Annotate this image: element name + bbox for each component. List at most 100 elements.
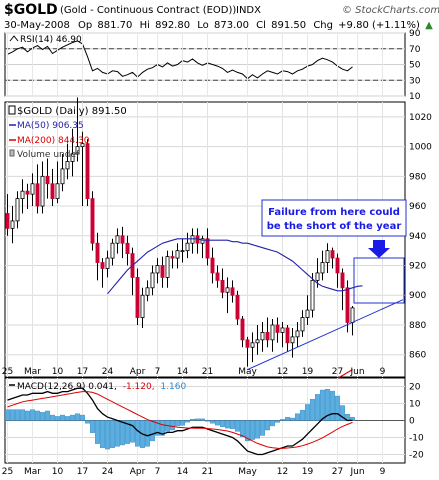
macd-histogram-bar xyxy=(210,420,215,424)
candle-body xyxy=(95,242,100,263)
candle-body xyxy=(110,242,115,259)
macd-histogram-bar xyxy=(30,409,35,421)
macd-histogram-bar xyxy=(25,410,30,421)
macd-histogram-bar xyxy=(270,420,275,427)
quote-date: 30-May-2008 xyxy=(4,20,70,31)
macd-histogram-bar xyxy=(225,420,230,429)
macd-histogram-bar xyxy=(250,420,255,440)
candle-body xyxy=(35,183,40,207)
macd-histogram-bar xyxy=(105,420,110,450)
price-y-tick-label: 1000 xyxy=(409,143,432,153)
candle-body xyxy=(155,265,160,274)
macd-histogram-bar xyxy=(205,420,210,422)
macd-histogram-bar xyxy=(190,418,195,421)
macd-y-tick-label: 20 xyxy=(409,383,421,393)
candle-body xyxy=(325,250,330,263)
macd-hist-legend-value: 1.160 xyxy=(160,382,186,392)
candle-body xyxy=(245,339,250,348)
price-x-tick-label: 27 xyxy=(332,367,343,377)
candle-body xyxy=(315,272,320,281)
candle-body xyxy=(205,238,210,259)
candle-body xyxy=(250,342,255,348)
cl-value: 891.50 xyxy=(271,20,306,31)
macd-histogram-bar xyxy=(60,414,65,421)
candle-body xyxy=(135,277,140,318)
candle-body xyxy=(5,213,10,229)
rsi-legend-label: RSI(14) 46.90 xyxy=(20,35,82,45)
macd-y-tick-label: 10 xyxy=(409,400,421,410)
macd-x-tick-label: Mar xyxy=(24,467,41,477)
lo-label: Lo xyxy=(197,20,209,31)
macd-signal-legend-value: -1.120, xyxy=(123,382,155,392)
candle-body xyxy=(210,257,215,274)
macd-histogram-bar xyxy=(200,418,205,421)
candle-body xyxy=(265,332,270,341)
candle-body xyxy=(20,190,25,200)
candle-body xyxy=(175,250,180,259)
candle-body xyxy=(15,198,20,222)
price-x-tick-label: 14 xyxy=(177,367,189,377)
macd-signal-line xyxy=(7,391,353,449)
macd-histogram-bar xyxy=(85,420,90,424)
ma200-line xyxy=(337,369,353,379)
macd-histogram-bar xyxy=(45,410,50,421)
candle-body xyxy=(65,161,70,170)
hi-label: Hi xyxy=(140,20,150,31)
candle-body xyxy=(185,242,190,252)
macd-x-tick-label: 25 xyxy=(2,467,13,477)
candle-body xyxy=(170,256,175,259)
rsi-legend: RSI(14) 46.90 xyxy=(9,35,82,45)
price-y-tick-label: 1020 xyxy=(409,113,432,123)
chg-value: +9.80 (+1.11%) xyxy=(338,20,420,31)
macd-histogram-bar xyxy=(185,420,190,423)
macd-histogram-bar xyxy=(265,420,270,431)
macd-histogram-bar xyxy=(175,420,180,427)
macd-histogram-bar xyxy=(50,414,55,421)
brand-logo-text: © StockCharts.com xyxy=(342,5,439,16)
hi-value: 892.80 xyxy=(155,20,190,31)
candle-body xyxy=(200,238,205,244)
rsi-y-tick-label: 50 xyxy=(409,61,421,71)
candle-body xyxy=(335,257,340,274)
annotation-line-2: be the short of the year xyxy=(267,221,402,232)
rsi-y-tick-label: 10 xyxy=(409,92,421,102)
macd-histogram-bar xyxy=(160,420,165,436)
macd-histogram-bar xyxy=(170,420,175,431)
macd-x-tick-label: 24 xyxy=(102,467,114,477)
macd-x-tick-label: May xyxy=(238,467,257,477)
macd-histogram-bar xyxy=(110,420,115,448)
price-y-tick-label: 900 xyxy=(409,291,426,301)
macd-histogram-bar xyxy=(325,389,330,421)
candle-body xyxy=(350,307,355,323)
price-x-tick-label: 21 xyxy=(202,367,213,377)
candle-body xyxy=(30,183,35,195)
annotation-box xyxy=(261,199,407,237)
macd-histogram-bar xyxy=(55,416,60,421)
annotation-line-1: Failure from here could xyxy=(268,207,400,218)
price-layer: 860 880 900 920 940 960 980 1000 1020 xyxy=(5,97,432,379)
price-x-tick-label: 7 xyxy=(155,367,161,377)
candle-body xyxy=(150,272,155,289)
macd-x-tick-label: 14 xyxy=(177,467,189,477)
candle-body xyxy=(270,324,275,341)
macd-y-tick-label: -20 xyxy=(409,451,424,461)
macd-histogram-bar xyxy=(285,417,290,421)
rsi-legend-swatch-icon xyxy=(9,35,19,42)
candle-body xyxy=(300,317,305,332)
macd-histogram-bar xyxy=(95,420,100,444)
volume-legend-label: Volume undef xyxy=(17,150,80,160)
macd-histogram-bar xyxy=(120,420,125,446)
candle-body xyxy=(105,257,110,269)
lo-value: 873.00 xyxy=(214,20,249,31)
macd-x-tick-label: 9 xyxy=(380,467,386,477)
macd-histogram-bar xyxy=(115,420,120,447)
macd-histogram-bar xyxy=(240,420,245,438)
rsi-layer: 10 30 50 70 90 xyxy=(5,29,421,102)
macd-histogram-bar xyxy=(80,414,85,421)
macd-histogram-bar xyxy=(180,420,185,426)
candle-body xyxy=(290,336,295,344)
price-x-tick-label: Jun xyxy=(349,367,364,377)
candle-body xyxy=(240,318,245,341)
macd-histogram-bar xyxy=(300,409,305,421)
